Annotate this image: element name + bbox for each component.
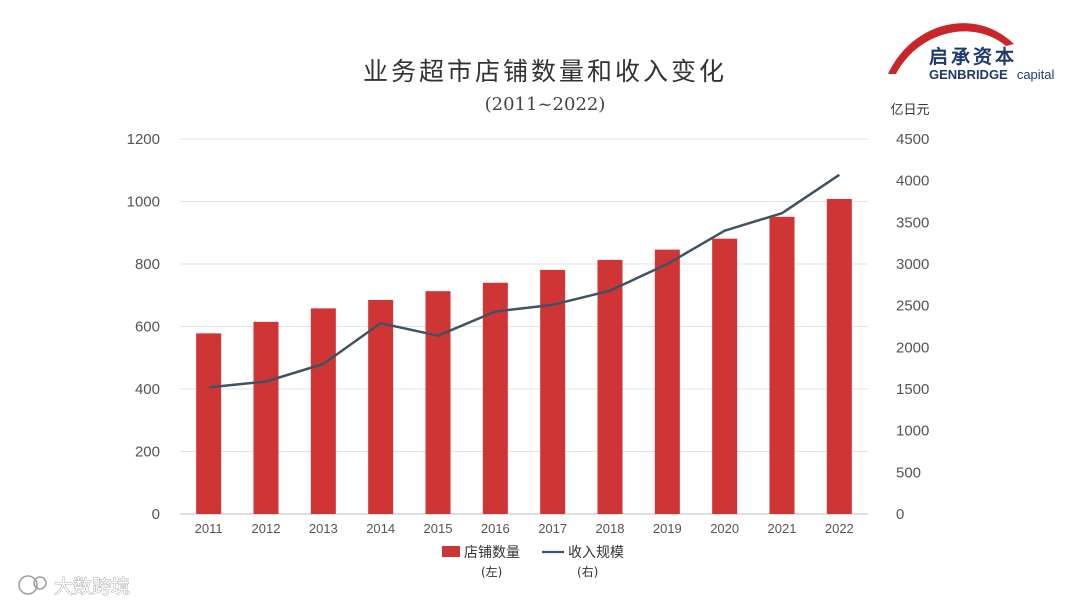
right-axis-tick-label: 2000 — [896, 339, 929, 356]
x-axis-tick-label: 2022 — [825, 521, 854, 536]
x-axis-tick-label: 2011 — [195, 521, 223, 536]
logo-arc-icon — [888, 23, 1014, 74]
left-axis-ticks: 0 200 400 600 800 1000 1200 — [127, 131, 160, 523]
logo-english-light: capital — [1017, 67, 1055, 82]
bar-2012 — [253, 321, 279, 514]
left-axis-tick-label: 1200 — [127, 131, 160, 148]
x-axis-tick-label: 2020 — [710, 521, 739, 536]
legend-bar-swatch — [442, 546, 460, 557]
legend: 店铺数量 (左) 收入规模 (右) — [442, 545, 624, 579]
x-axis-tick-label: 2021 — [768, 521, 797, 536]
bar-2022 — [826, 199, 852, 514]
right-axis-ticks: 0 500 1000 1500 2000 2500 3000 3500 4000 4500 — [896, 131, 929, 523]
legend-bar-note: (左) — [481, 564, 502, 579]
right-axis-tick-label: 4500 — [896, 131, 929, 148]
bar-2014 — [368, 299, 394, 514]
x-axis-tick-label: 2019 — [653, 521, 682, 536]
right-axis-tick-label: 1000 — [896, 423, 929, 440]
x-axis-ticks: 2011 2012 2013 2014 2015 2016 2017 2018 2019 2020… — [195, 521, 854, 536]
bar-2019 — [654, 249, 680, 514]
right-axis-tick-label: 3500 — [896, 214, 929, 231]
logo-chinese-name: 启承资本 — [929, 45, 1017, 68]
right-axis-tick-label: 3000 — [896, 256, 929, 273]
bar-2018 — [597, 259, 623, 514]
left-axis-tick-label: 400 — [135, 381, 160, 398]
right-axis-tick-label: 0 — [896, 506, 904, 523]
bar-2020 — [712, 238, 738, 514]
watermark-logo-icon — [18, 575, 38, 595]
left-axis-tick-label: 0 — [152, 506, 160, 523]
right-axis-tick-label: 500 — [896, 464, 921, 481]
right-axis-tick-label: 2500 — [896, 298, 929, 315]
bar-2011 — [196, 333, 222, 514]
grid-lines — [180, 138, 868, 515]
bar-2016 — [482, 282, 508, 514]
right-axis-tick-label: 4000 — [896, 173, 929, 190]
bar-2013 — [310, 308, 336, 514]
legend-bar-label: 店铺数量 — [464, 545, 520, 561]
left-axis-tick-label: 800 — [135, 256, 160, 273]
genbridge-logo: 启承资本 GENBRIDGE capital — [888, 23, 1055, 83]
watermark-logo-icon-small — [33, 576, 47, 590]
bar-2015 — [425, 291, 451, 514]
x-axis-tick-label: 2012 — [252, 521, 281, 536]
x-axis-tick-label: 2015 — [424, 521, 453, 536]
x-axis-tick-label: 2018 — [596, 521, 625, 536]
watermark: 大数跨境 — [18, 575, 130, 598]
right-axis-tick-label: 1500 — [896, 381, 929, 398]
chart-title: 业务超市店铺数量和收入变化 — [363, 57, 727, 86]
x-axis-tick-label: 2017 — [538, 521, 567, 536]
watermark-text: 大数跨境 — [54, 576, 130, 598]
line-series-revenue — [208, 173, 841, 389]
legend-line-label: 收入规模 — [568, 545, 624, 561]
x-axis-tick-label: 2014 — [366, 521, 395, 536]
revenue-line — [208, 173, 841, 389]
logo-english-name: GENBRIDGE capital — [929, 64, 1055, 83]
left-axis-tick-label: 1000 — [127, 194, 160, 211]
left-axis-tick-label: 600 — [135, 319, 160, 336]
x-axis-tick-label: 2016 — [481, 521, 510, 536]
x-axis-tick-label: 2013 — [309, 521, 338, 536]
legend-line-note: (右) — [577, 564, 598, 579]
logo-english-bold: GENBRIDGE — [929, 67, 1008, 82]
chart-subtitle: (2011~2022) — [485, 94, 606, 115]
bar-series-store-count — [196, 199, 852, 514]
bar-2021 — [769, 216, 795, 514]
left-axis-tick-label: 200 — [135, 444, 160, 461]
bar-2017 — [540, 269, 566, 514]
right-axis-unit: 亿日元 — [890, 103, 929, 118]
